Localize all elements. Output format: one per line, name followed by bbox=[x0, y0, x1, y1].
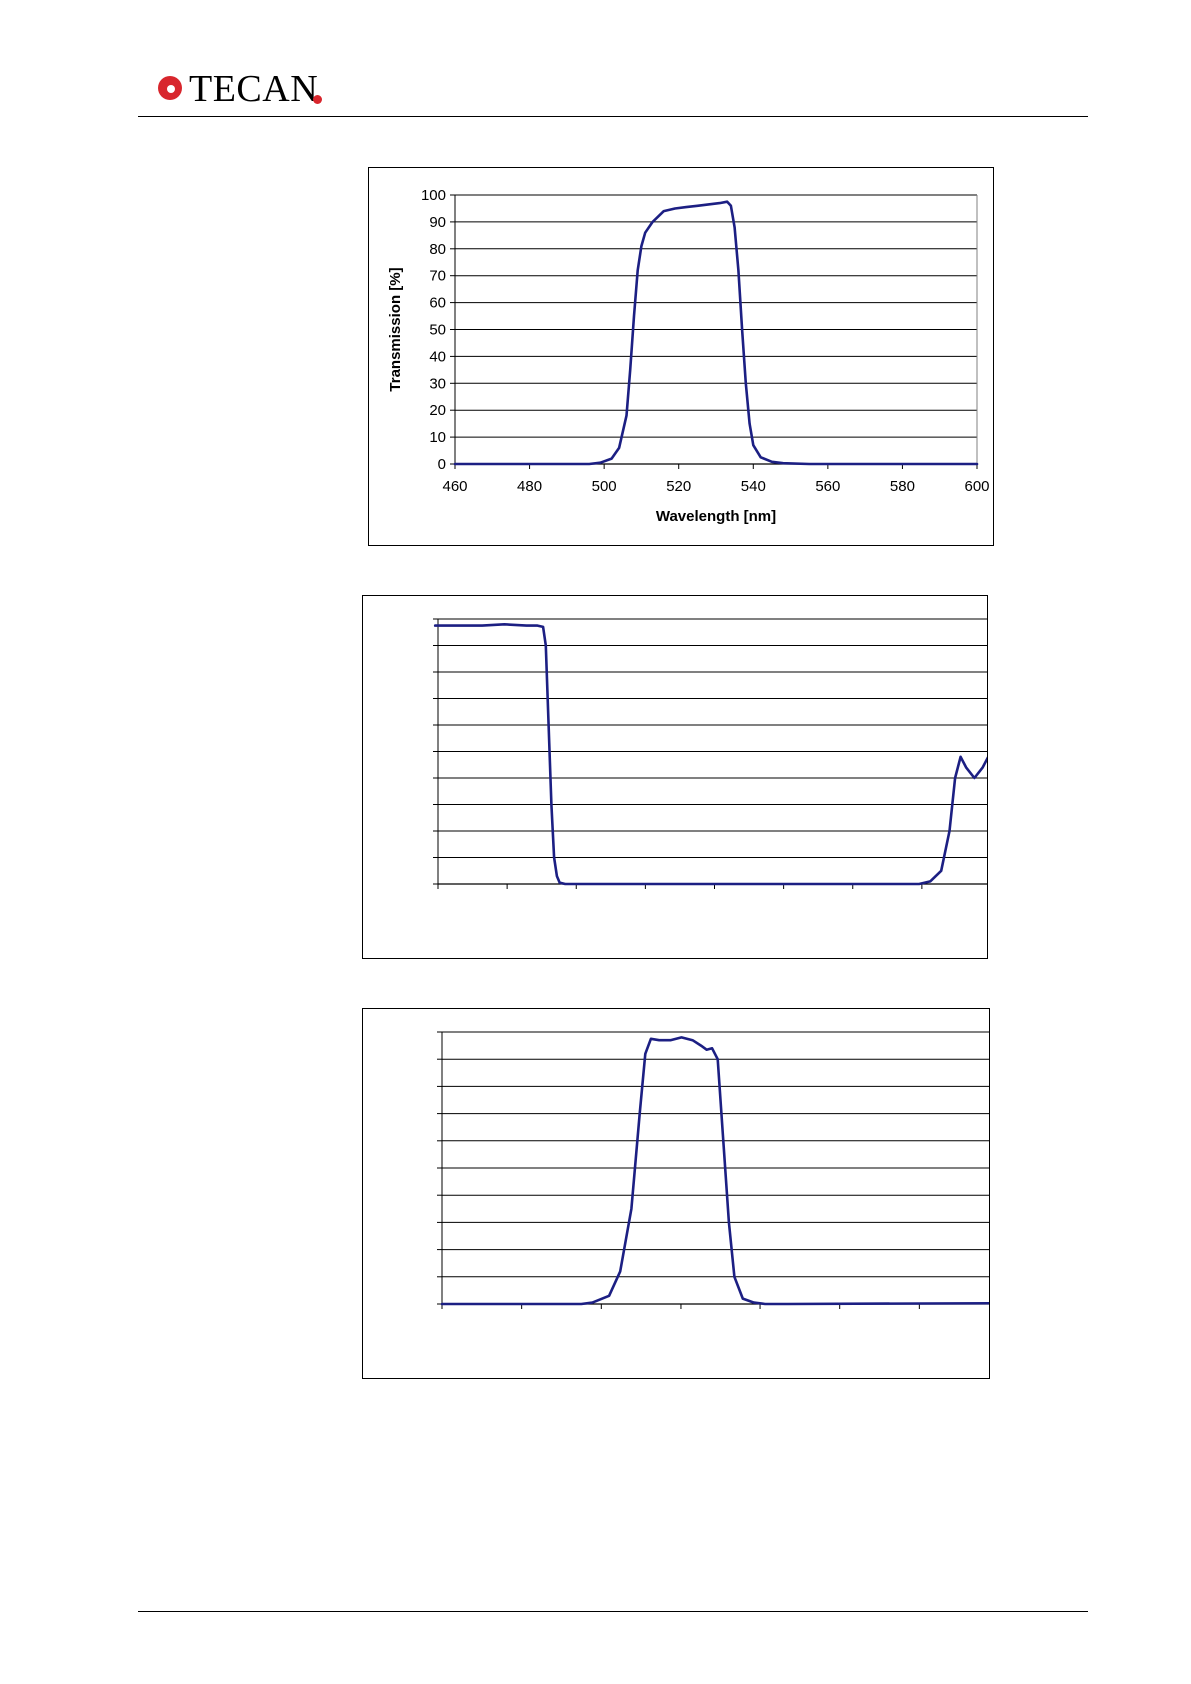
ytick-label: 70 bbox=[429, 268, 446, 285]
chart-2-frame bbox=[362, 595, 998, 959]
ytick-label: 100 bbox=[421, 187, 446, 204]
ytick-label: 10 bbox=[429, 429, 446, 446]
xtick-label: 600 bbox=[964, 478, 989, 495]
chart-3-frame bbox=[362, 1008, 1001, 1379]
chart-2-svg bbox=[433, 618, 998, 889]
ytick-label: 0 bbox=[438, 456, 446, 473]
chart-3-svg bbox=[437, 1031, 1001, 1309]
ytick-label: 60 bbox=[429, 295, 446, 312]
xtick-label: 460 bbox=[442, 478, 467, 495]
logo-period-dot bbox=[313, 95, 322, 104]
transmission-series-line bbox=[453, 200, 979, 466]
transmission-series-line bbox=[440, 1036, 1001, 1306]
xtick-label: 480 bbox=[517, 478, 542, 495]
chart-1-frame: 0 10 20 30 40 50 60 70 80 90 100 460 480 500 520 540 560… bbox=[368, 167, 994, 546]
header-rule bbox=[138, 116, 1088, 117]
x-axis-title: Wavelength [nm] bbox=[656, 508, 776, 525]
xtick-label: 500 bbox=[592, 478, 617, 495]
chart-1-svg: 0 10 20 30 40 50 60 70 80 90 100 460 480 500 520 540 560… bbox=[387, 187, 990, 525]
xtick-label: 520 bbox=[666, 478, 691, 495]
logo-wordmark: TECAN bbox=[189, 68, 319, 110]
xtick-label: 560 bbox=[815, 478, 840, 495]
ytick-label: 90 bbox=[429, 214, 446, 231]
xtick-label: 580 bbox=[890, 478, 915, 495]
xtick-label: 540 bbox=[741, 478, 766, 495]
ytick-label: 30 bbox=[429, 375, 446, 392]
ytick-label: 50 bbox=[429, 322, 446, 339]
ytick-label: 20 bbox=[429, 402, 446, 419]
transmission-series-line bbox=[433, 622, 998, 886]
y-axis-title: Transmission [%] bbox=[387, 267, 404, 391]
ytick-label: 80 bbox=[429, 241, 446, 258]
footer-rule bbox=[138, 1611, 1088, 1612]
logo-mark-icon bbox=[158, 76, 182, 100]
ytick-label: 40 bbox=[429, 348, 446, 365]
